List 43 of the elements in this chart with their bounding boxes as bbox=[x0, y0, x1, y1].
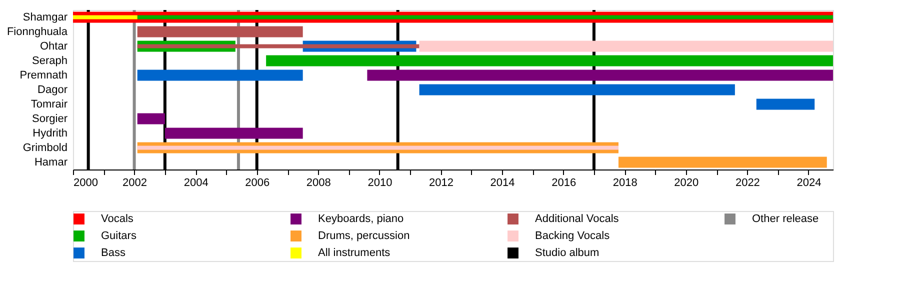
x-tick-label: 2000 bbox=[74, 177, 98, 189]
x-tick-label: 2018 bbox=[612, 177, 638, 189]
y-tick-label: Fionnghuala bbox=[6, 26, 68, 38]
x-tick-label: 2024 bbox=[796, 177, 822, 189]
y-tick-label: Grimbold bbox=[22, 142, 68, 154]
legend-label: Keyboards, piano bbox=[318, 213, 404, 225]
x-tick-label: 2010 bbox=[368, 177, 392, 189]
x-tick-label: 2022 bbox=[735, 177, 760, 189]
y-tick-label: Tomrair bbox=[30, 98, 68, 110]
legend-label: Bass bbox=[101, 247, 126, 259]
bar bbox=[137, 113, 165, 124]
bar bbox=[419, 84, 735, 96]
legend-label: All instruments bbox=[318, 247, 391, 259]
bar bbox=[73, 15, 138, 20]
bar bbox=[266, 55, 833, 66]
x-tick-label: 2006 bbox=[245, 177, 270, 189]
y-tick-label: Shamgar bbox=[22, 11, 68, 24]
y-tick-label: Hydrith bbox=[32, 127, 68, 140]
legend-label: Guitars bbox=[101, 230, 137, 242]
legend-label: Studio album bbox=[535, 247, 600, 259]
y-tick-label: Premnath bbox=[20, 69, 68, 82]
y-tick-label: Ohtar bbox=[40, 40, 68, 52]
y-tick-label: Seraph bbox=[32, 54, 68, 67]
y-tick-label: Sorgier bbox=[32, 112, 68, 125]
x-tick-label: 2008 bbox=[306, 177, 331, 189]
legend-label: Vocals bbox=[101, 213, 134, 225]
legend-label: Additional Vocals bbox=[535, 213, 620, 225]
x-tick-label: 2012 bbox=[429, 177, 454, 189]
bar bbox=[756, 98, 815, 110]
x-tick-label: 2016 bbox=[552, 177, 576, 189]
bar bbox=[137, 70, 303, 81]
legend-label: Backing Vocals bbox=[535, 230, 610, 242]
legend-label: Other release bbox=[752, 213, 819, 225]
y-tick-label: Hamar bbox=[34, 156, 68, 168]
x-tick-label: 2020 bbox=[674, 177, 699, 189]
bar bbox=[618, 156, 827, 168]
x-tick-label: 2004 bbox=[184, 177, 208, 189]
bar bbox=[164, 128, 303, 139]
bar bbox=[367, 70, 833, 81]
x-tick-label: 2014 bbox=[490, 177, 515, 189]
legend-label: Drums, percussion bbox=[318, 230, 410, 242]
x-tick-label: 2002 bbox=[122, 177, 148, 189]
y-tick-label: Dagor bbox=[38, 84, 68, 96]
